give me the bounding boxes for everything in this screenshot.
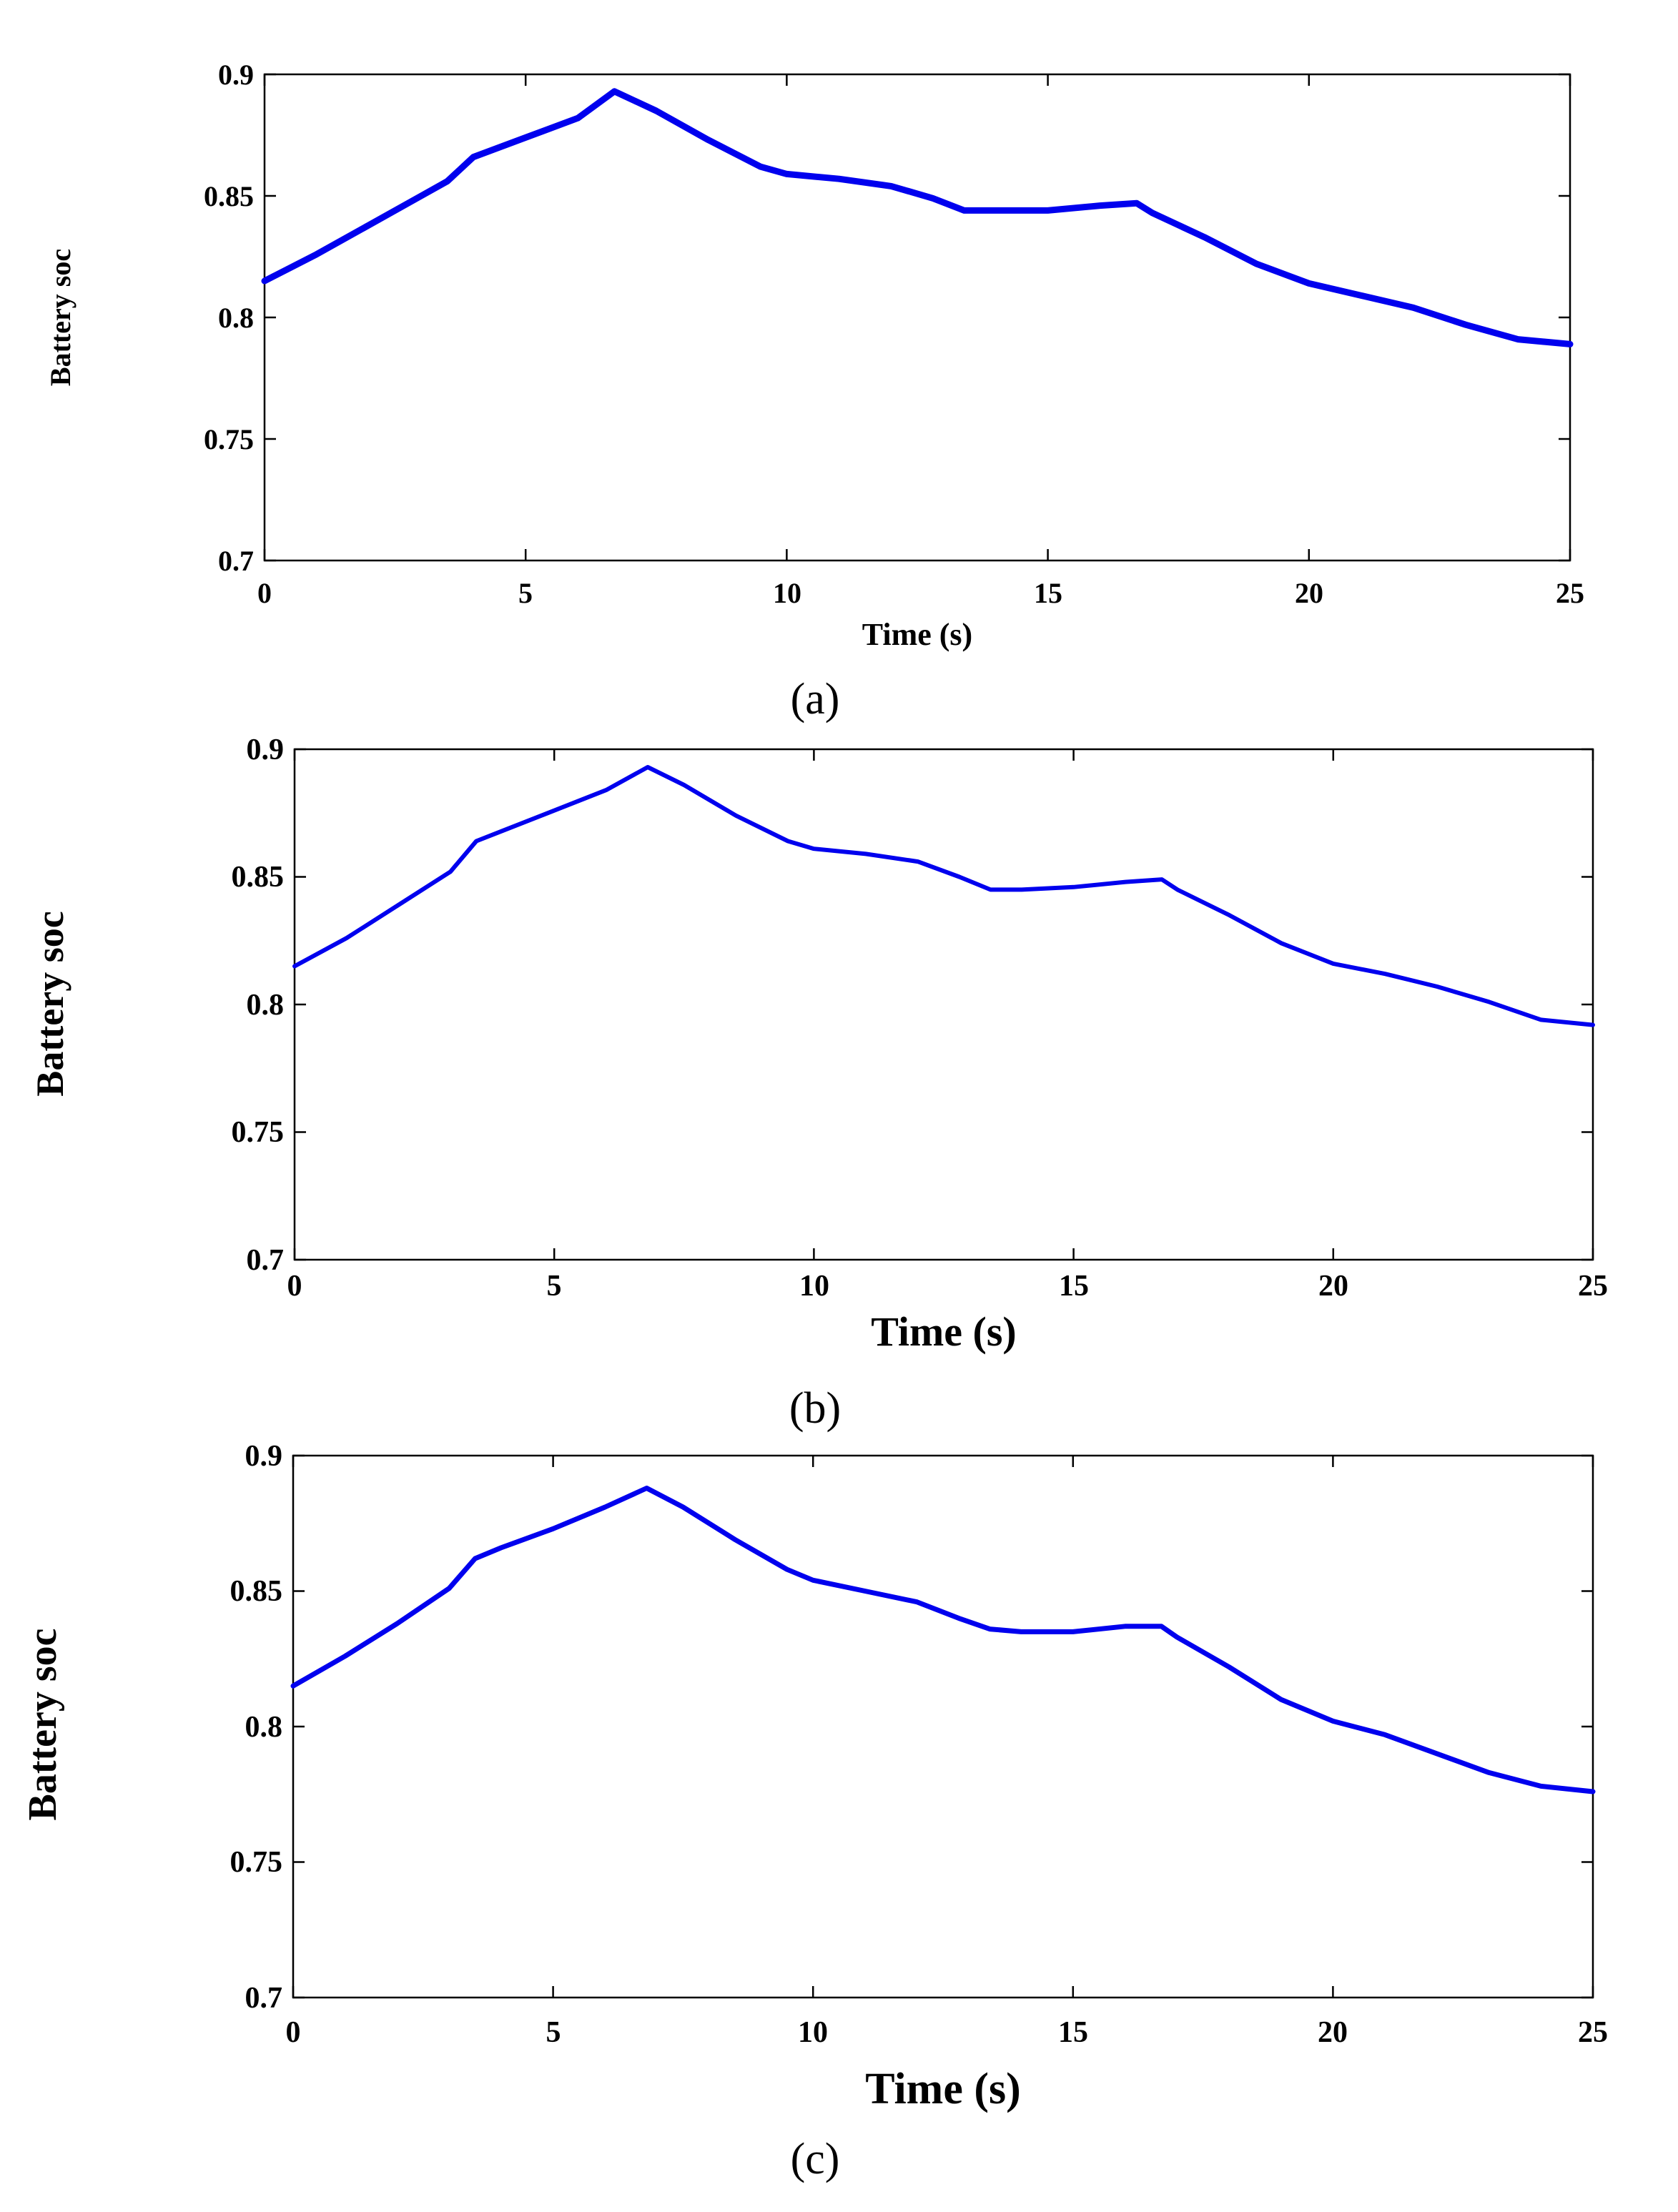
y-tick-labels: 0.7 0.75 0.8 0.85 0.9 xyxy=(230,1440,283,2015)
x-ticks xyxy=(263,74,1571,561)
x-ticks xyxy=(293,749,1594,1260)
x-axis-title: Time (s) xyxy=(865,2065,1021,2113)
y-tick-label: 0.85 xyxy=(232,861,285,894)
x-tick-label: 15 xyxy=(1034,577,1062,609)
y-tick-label: 0.85 xyxy=(204,180,254,212)
x-axis-title: Time (s) xyxy=(871,1308,1017,1355)
y-axis-title: Battery soc xyxy=(44,249,77,386)
y-tick-label: 0.7 xyxy=(247,1244,285,1277)
y-tick-label: 0.75 xyxy=(204,423,254,455)
x-tick-label: 0 xyxy=(257,577,272,609)
y-tick-label: 0.75 xyxy=(230,1846,283,1879)
panel-label: (c) xyxy=(791,2135,840,2183)
panel-a: 0 5 10 15 20 25 0.7 0.75 0.8 0.85 0.9 Ti… xyxy=(44,59,1584,724)
y-ticks xyxy=(295,748,1593,1261)
panel-label: (b) xyxy=(789,1384,841,1433)
x-tick-label: 15 xyxy=(1059,1270,1089,1303)
y-axis-title: Battery soc xyxy=(29,911,71,1096)
x-tick-label: 10 xyxy=(773,577,801,609)
x-tick-label: 10 xyxy=(798,2016,828,2049)
y-tick-label: 0.85 xyxy=(230,1575,283,1608)
x-tick-label: 5 xyxy=(546,2016,561,2049)
y-tick-label: 0.75 xyxy=(232,1116,285,1149)
y-tick-label: 0.9 xyxy=(247,734,285,766)
x-tick-label: 0 xyxy=(286,2016,301,2049)
y-tick-label: 0.7 xyxy=(245,1982,283,2015)
x-ticks xyxy=(292,1456,1594,1998)
y-tick-label: 0.8 xyxy=(218,302,254,334)
y-tick-label: 0.8 xyxy=(245,1711,283,1744)
x-tick-labels: 0 5 10 15 20 25 xyxy=(257,577,1584,609)
y-tick-labels: 0.7 0.75 0.8 0.85 0.9 xyxy=(204,59,254,577)
y-axis-title: Battery soc xyxy=(21,1628,65,1820)
y-tick-label: 0.9 xyxy=(218,59,254,91)
panel-label: (a) xyxy=(791,675,840,724)
y-tick-label: 0.7 xyxy=(218,545,254,577)
panel-b: 0 5 10 15 20 25 0.7 0.75 0.8 0.85 0.9 Ti… xyxy=(29,734,1608,1433)
y-tick-label: 0.9 xyxy=(245,1440,283,1473)
plot-frame xyxy=(263,73,1571,562)
series-line xyxy=(261,88,1574,347)
x-tick-label: 20 xyxy=(1318,1270,1348,1303)
x-tick-label: 5 xyxy=(518,577,533,609)
x-tick-labels: 0 5 10 15 20 25 xyxy=(287,1270,1609,1303)
x-tick-label: 25 xyxy=(1556,577,1584,609)
y-ticks xyxy=(265,73,1570,562)
panel-c: 0 5 10 15 20 25 0.7 0.75 0.8 0.85 0.9 Ti… xyxy=(21,1440,1608,2183)
x-tick-label: 25 xyxy=(1578,1270,1608,1303)
x-tick-label: 25 xyxy=(1578,2016,1608,2049)
y-tick-labels: 0.7 0.75 0.8 0.85 0.9 xyxy=(232,734,285,1277)
y-ticks xyxy=(293,1454,1593,1999)
x-tick-label: 20 xyxy=(1295,577,1323,609)
plot-frame xyxy=(292,1454,1594,1999)
series-line xyxy=(290,1486,1596,1794)
x-tick-label: 15 xyxy=(1058,2016,1088,2049)
x-tick-label: 0 xyxy=(287,1270,302,1303)
x-axis-title: Time (s) xyxy=(862,617,972,652)
x-tick-label: 10 xyxy=(799,1270,829,1303)
x-tick-labels: 0 5 10 15 20 25 xyxy=(286,2016,1609,2049)
plot-frame xyxy=(293,748,1594,1261)
x-tick-label: 20 xyxy=(1318,2016,1348,2049)
y-tick-label: 0.8 xyxy=(247,989,285,1022)
series-line xyxy=(292,765,1595,1027)
x-tick-label: 5 xyxy=(547,1270,562,1303)
